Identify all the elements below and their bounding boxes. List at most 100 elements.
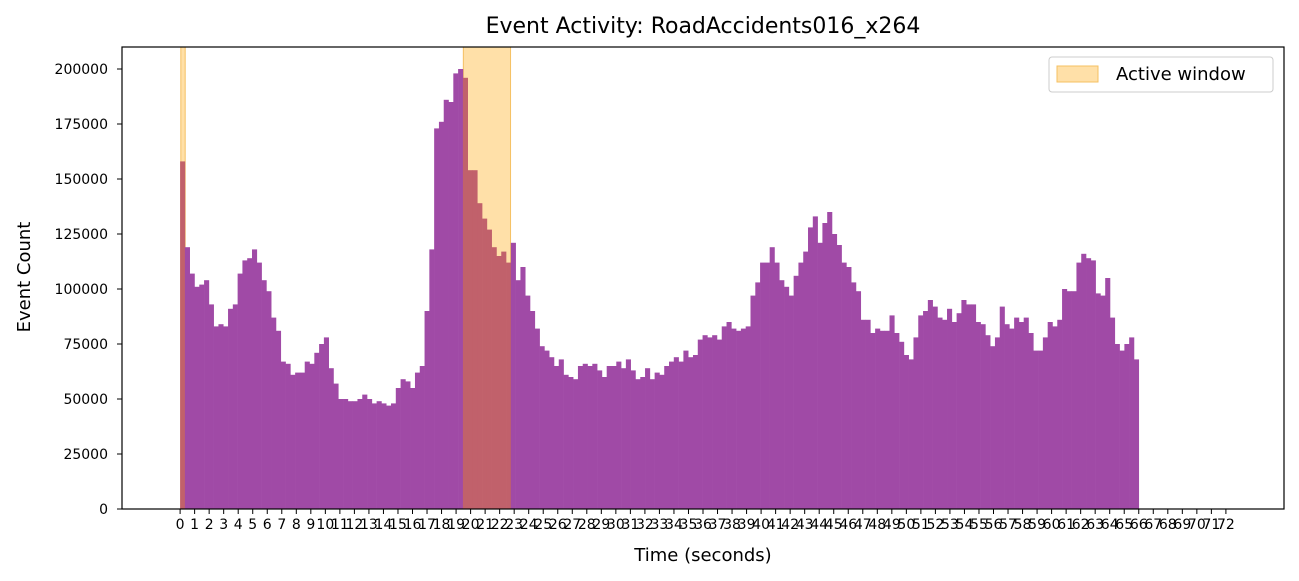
bar: [1109, 317, 1116, 509]
bar: [899, 341, 905, 509]
x-tick-label: 72: [1217, 517, 1235, 533]
y-axis-label: Event Count: [14, 222, 35, 333]
bar: [261, 280, 267, 509]
x-tick-label: 44: [810, 517, 828, 533]
bar: [376, 401, 382, 509]
bar: [884, 330, 890, 509]
bar: [673, 357, 679, 509]
bar: [544, 350, 550, 509]
legend-swatch-active-window: [1056, 65, 1099, 83]
x-tick-label: 34: [665, 517, 683, 533]
bar: [1033, 350, 1039, 509]
x-tick-label: 31: [621, 517, 639, 533]
x-tick-label: 6: [263, 517, 272, 533]
bar: [309, 363, 315, 509]
x-tick-label: 42: [781, 517, 799, 533]
x-tick-label: 5: [248, 517, 257, 533]
bar: [520, 267, 526, 509]
x-tick-label: 22: [491, 517, 509, 533]
bar: [654, 372, 660, 509]
x-tick-label: 70: [1188, 517, 1206, 533]
bar: [678, 361, 684, 509]
bar: [649, 379, 655, 509]
bar: [913, 337, 919, 509]
bar: [410, 388, 416, 509]
bar: [951, 322, 957, 509]
bar: [414, 372, 421, 509]
bar: [1076, 262, 1082, 509]
x-tick-label: 38: [723, 517, 741, 533]
bar: [1038, 350, 1044, 509]
bar: [975, 322, 981, 509]
x-tick-label: 41: [767, 517, 785, 533]
bar: [1004, 324, 1010, 509]
y-tick-label: 200000: [55, 62, 108, 78]
x-tick-label: 24: [520, 517, 538, 533]
bar: [419, 366, 425, 509]
x-tick-label: 62: [1072, 517, 1090, 533]
bar: [1086, 258, 1092, 509]
bar: [712, 335, 718, 509]
bar: [726, 322, 732, 509]
bar: [779, 280, 785, 509]
x-tick-label: 36: [694, 517, 712, 533]
bar: [865, 319, 871, 509]
bar: [357, 399, 363, 509]
y-tick-label: 175000: [55, 117, 108, 133]
bar: [539, 346, 545, 509]
bar: [645, 368, 651, 509]
bar: [1105, 278, 1111, 509]
bar: [879, 330, 886, 509]
bar: [491, 247, 497, 509]
bar: [1095, 293, 1101, 509]
bar: [903, 355, 909, 509]
bar: [405, 381, 411, 509]
bar: [889, 315, 895, 509]
x-tick-label: 55: [970, 517, 988, 533]
bar: [592, 363, 598, 509]
bar: [506, 262, 512, 509]
x-tick-label: 58: [1014, 517, 1032, 533]
bar: [362, 394, 368, 509]
bar: [477, 203, 483, 509]
bar: [736, 330, 742, 509]
bar: [486, 229, 492, 509]
bar: [189, 273, 195, 509]
bar: [1018, 322, 1025, 509]
x-tick-label: 64: [1101, 517, 1119, 533]
bar: [1119, 350, 1125, 509]
bar: [347, 401, 353, 509]
bar: [582, 363, 588, 509]
bar: [199, 284, 205, 509]
bar: [597, 370, 603, 509]
bar: [990, 346, 996, 509]
bar: [764, 262, 770, 509]
x-tick-label: 65: [1115, 517, 1133, 533]
bar: [798, 262, 804, 509]
bar: [1042, 337, 1048, 509]
bar: [803, 251, 809, 509]
bar: [923, 311, 929, 509]
bar: [232, 304, 238, 509]
bar: [1090, 260, 1096, 509]
bar: [616, 361, 622, 509]
x-tick-label: 46: [839, 517, 857, 533]
x-axis-label: Time (seconds): [633, 545, 771, 566]
bar: [630, 370, 636, 509]
legend-label-active-window: Active window: [1116, 64, 1246, 85]
bar: [577, 366, 584, 509]
bar: [534, 328, 540, 509]
bar: [237, 273, 243, 509]
bar: [1014, 317, 1020, 509]
x-tick-label: 3: [219, 517, 228, 533]
bar: [740, 328, 747, 509]
y-axis-ticks: 0 25000 50000 75000 100000 125000 150000 175000…: [55, 62, 122, 518]
bar: [822, 223, 828, 509]
bar: [606, 366, 612, 509]
bar: [299, 372, 306, 509]
bar: [1129, 337, 1135, 509]
x-tick-label: 13: [360, 517, 378, 533]
bar: [587, 366, 593, 509]
legend: Active window: [1048, 56, 1274, 93]
bar: [285, 363, 291, 509]
